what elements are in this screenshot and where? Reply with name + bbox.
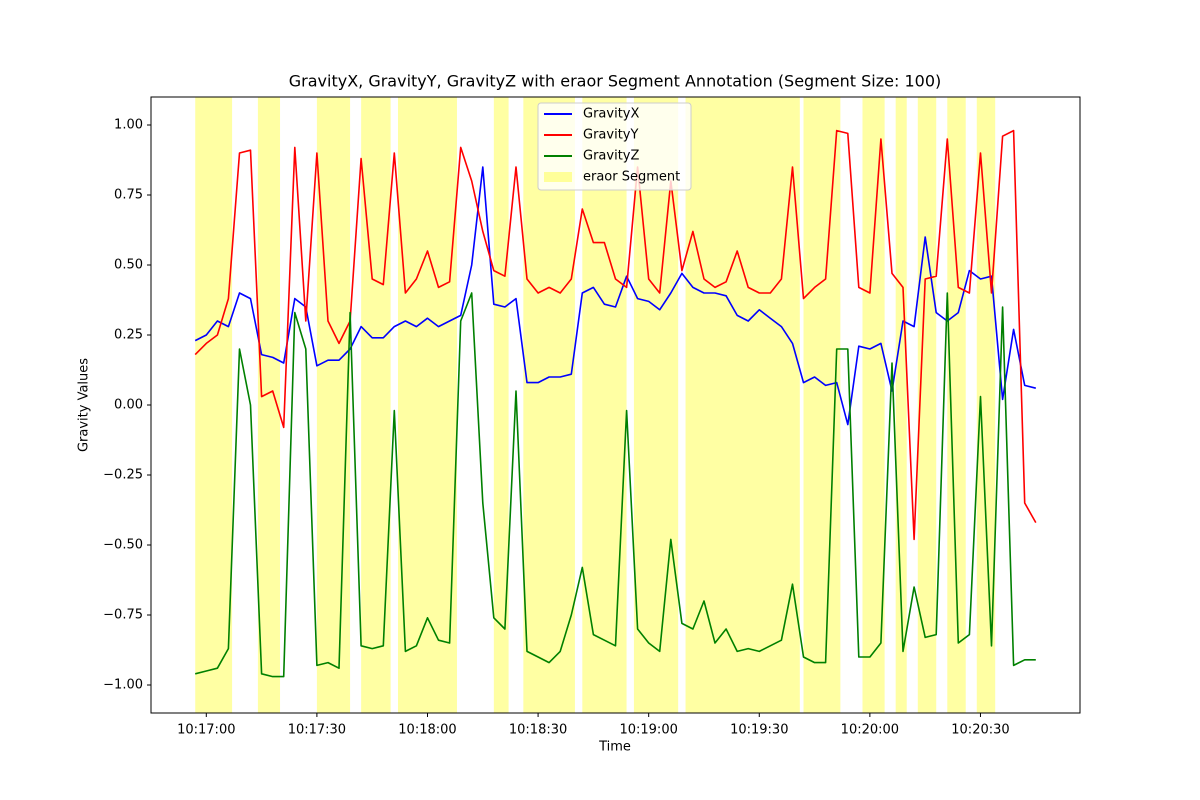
y-tick-label: 1.00 — [114, 118, 143, 133]
legend-swatch — [544, 172, 572, 182]
legend-label: GravityY — [583, 128, 638, 143]
tick-layer: −1.00 −0.75 −0.50 −0.25 0.00 0.25 0.50 0.75 1.00… — [103, 118, 1010, 738]
x-axis-label: Time — [598, 740, 631, 755]
y-tick-label: 0.50 — [114, 258, 143, 273]
y-tick-label: −0.50 — [103, 538, 143, 553]
y-axis-label: Gravity Values — [77, 358, 92, 452]
segment-span — [917, 97, 937, 713]
x-tick-label: 10:18:30 — [509, 723, 567, 738]
legend-label: GravityX — [583, 107, 639, 122]
segment-span — [397, 97, 457, 713]
x-tick-label: 10:19:30 — [730, 723, 788, 738]
x-tick-label: 10:20:00 — [841, 723, 899, 738]
x-tick-label: 10:18:00 — [398, 723, 456, 738]
series-line — [194, 129, 1037, 541]
line-layer — [194, 129, 1037, 678]
segment-span — [895, 97, 907, 713]
segment-span — [493, 97, 509, 713]
legend-label: GravityZ — [583, 149, 639, 164]
segment-span — [862, 97, 885, 713]
x-tick-label: 10:17:00 — [177, 723, 235, 738]
y-tick-label: 0.25 — [114, 328, 143, 343]
y-tick-label: 0.75 — [114, 188, 143, 203]
x-tick-label: 10:19:00 — [619, 723, 677, 738]
segment-span — [195, 97, 233, 713]
legend-label: eraor Segment — [583, 170, 680, 185]
chart-title: GravityX, GravityY, GravityZ with eraor … — [289, 72, 942, 91]
segment-span — [947, 97, 966, 713]
segment-span — [685, 97, 800, 713]
y-tick-label: −1.00 — [103, 678, 143, 693]
y-tick-label: 0.00 — [114, 398, 143, 413]
series-line — [195, 292, 1036, 678]
segment-span — [257, 97, 281, 713]
segment-span — [976, 97, 996, 713]
legend-box — [537, 102, 692, 191]
segment-span — [361, 97, 391, 713]
legend: GravityX GravityY GravityZ eraor Segment — [537, 102, 692, 191]
y-tick-label: −0.25 — [103, 468, 143, 483]
series-line — [194, 166, 1036, 426]
x-tick-label: 10:20:30 — [951, 723, 1009, 738]
y-tick-label: −0.75 — [103, 608, 143, 623]
segment-layer — [195, 97, 996, 713]
x-tick-label: 10:17:30 — [288, 723, 346, 738]
segment-span — [316, 97, 351, 713]
segment-span — [523, 97, 575, 713]
